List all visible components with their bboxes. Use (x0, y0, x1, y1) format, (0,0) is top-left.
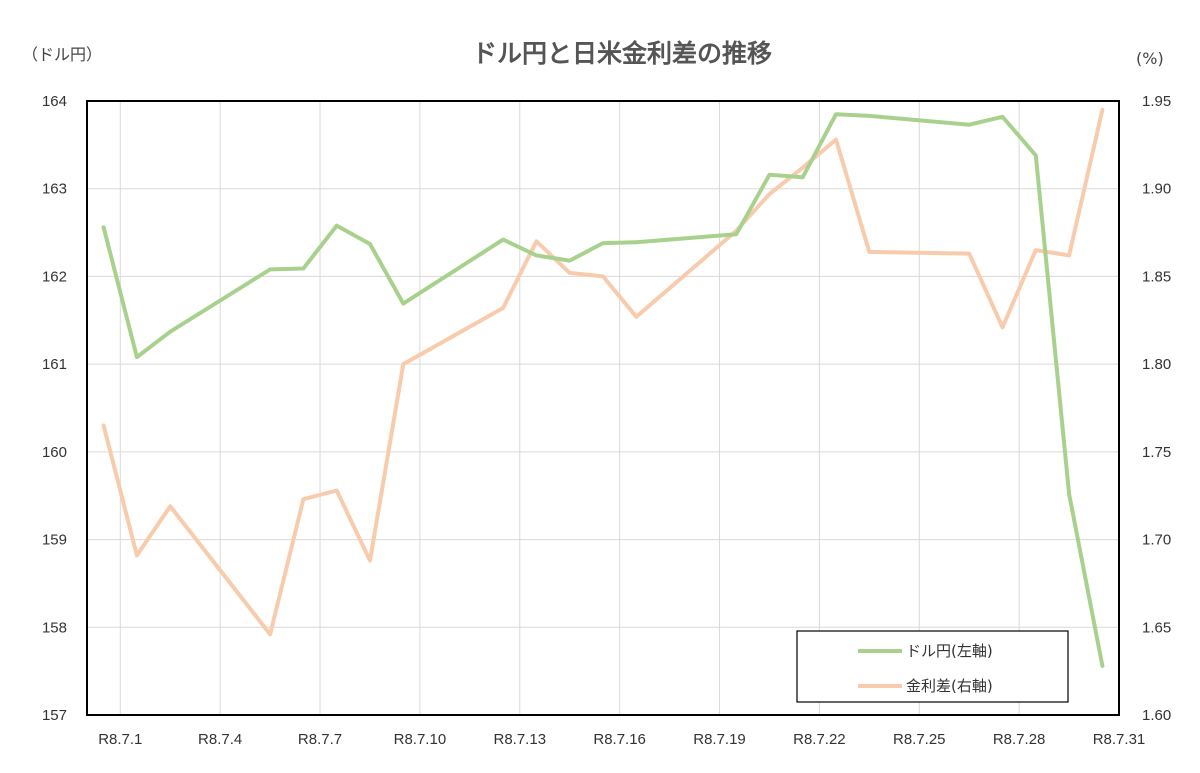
right-axis-ticks: 1.60 1.65 1.70 1.75 1.80 1.85 1.90 1.95 (1142, 93, 1171, 724)
right-tick-label: 1.85 (1142, 268, 1171, 285)
x-tick-label: R8.7.4 (198, 731, 242, 748)
x-tick-label: R8.7.31 (1093, 731, 1146, 748)
chart-title: ドル円と日米金利差の推移 (472, 39, 772, 68)
right-tick-label: 1.80 (1142, 356, 1171, 373)
x-tick-label: R8.7.13 (494, 731, 547, 748)
left-tick-label: 158 (42, 619, 67, 636)
x-tick-label: R8.7.16 (593, 731, 646, 748)
series-line-rate-spread (101, 107, 1105, 637)
left-tick-label: 163 (42, 181, 67, 198)
legend-label-rate-spread: 金利差(右軸) (906, 677, 993, 695)
plot-area-border (86, 100, 1120, 716)
x-tick-label: R8.7.25 (893, 731, 946, 748)
x-tick-label: R8.7.19 (693, 731, 746, 748)
left-axis-unit: （ドル円） (22, 45, 102, 64)
right-tick-label: 1.95 (1142, 93, 1171, 110)
series-line-usdjpy (101, 112, 1105, 668)
left-tick-label: 159 (42, 532, 67, 549)
x-tick-label: R8.7.22 (793, 731, 846, 748)
right-tick-label: 1.70 (1142, 532, 1171, 549)
legend-label-usdjpy: ドル円(左軸) (906, 642, 993, 660)
x-tick-label: R8.7.1 (98, 731, 142, 748)
x-axis-ticks: R8.7.1 R8.7.4 R8.7.7 R8.7.10 R8.7.13 R8.7.16 R… (98, 731, 1145, 748)
left-tick-label: 160 (42, 444, 67, 461)
right-tick-label: 1.75 (1142, 444, 1171, 461)
left-tick-label: 162 (42, 268, 67, 285)
x-tick-label: R8.7.7 (298, 731, 342, 748)
legend-box (796, 630, 1069, 703)
left-tick-label: 157 (42, 707, 67, 724)
right-tick-label: 1.90 (1142, 181, 1171, 198)
left-axis-ticks: 157 158 159 160 161 162 163 164 (42, 93, 67, 724)
gridlines (87, 101, 1119, 716)
left-tick-label: 161 (42, 356, 67, 373)
right-tick-label: 1.60 (1142, 707, 1171, 724)
right-tick-label: 1.65 (1142, 619, 1171, 636)
x-tick-label: R8.7.10 (394, 731, 447, 748)
x-tick-label: R8.7.28 (993, 731, 1046, 748)
series-lines (101, 107, 1105, 668)
left-tick-label: 164 (42, 93, 67, 110)
right-axis-unit: (%) (1136, 49, 1164, 68)
legend: ドル円(左軸) 金利差(右軸) (796, 630, 1069, 703)
